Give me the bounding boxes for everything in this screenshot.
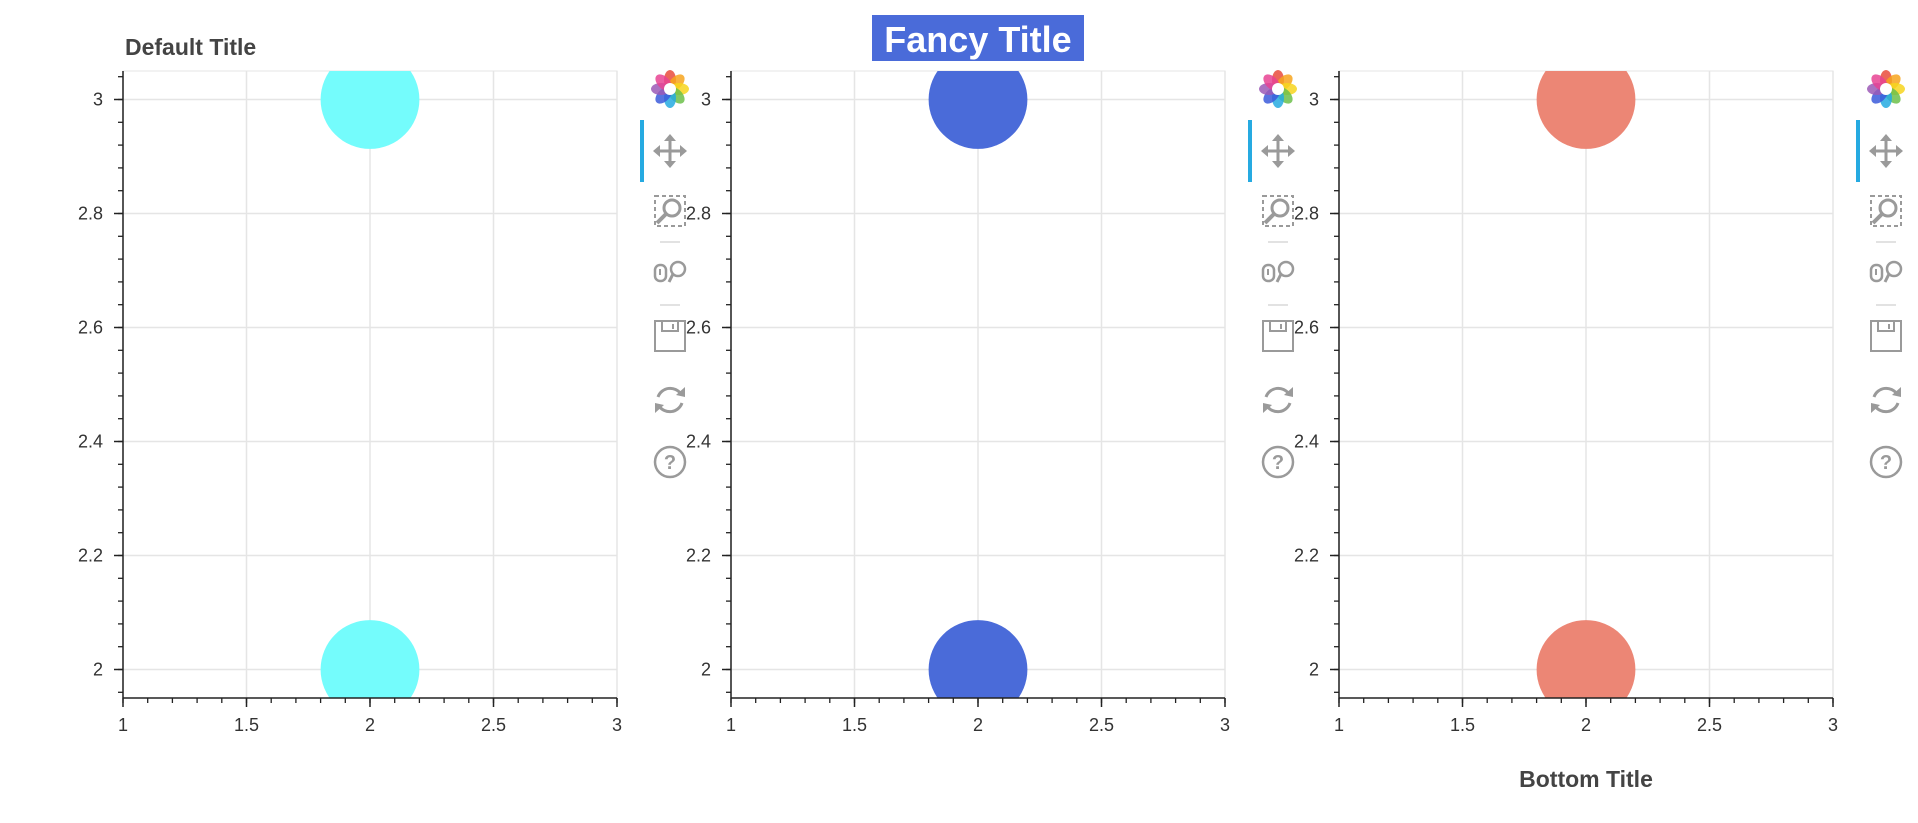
x-tick-label: 3 — [612, 715, 622, 735]
y-tick-label: 2 — [701, 660, 711, 680]
pan-icon[interactable] — [1869, 134, 1903, 168]
y-tick-label: 2.4 — [78, 432, 103, 452]
active-tool-indicator — [1248, 120, 1252, 182]
scatter-point — [928, 71, 1028, 149]
reset-icon[interactable] — [655, 386, 685, 414]
wheel-zoom-icon[interactable] — [1869, 260, 1903, 283]
x-tick-label: 1.5 — [1450, 715, 1475, 735]
y-tick-label: 2.6 — [686, 318, 711, 338]
scatter-point — [320, 620, 420, 698]
x-tick-label: 1 — [118, 715, 128, 735]
help-icon[interactable]: ? — [1261, 445, 1295, 479]
svg-text:?: ? — [1880, 452, 1892, 474]
chart-title: Default Title — [125, 34, 256, 60]
y-tick-label: 2.8 — [1294, 204, 1319, 224]
scatter-point — [1536, 71, 1636, 149]
y-tick-label: 2.4 — [1294, 432, 1319, 452]
scatter-point — [320, 71, 420, 149]
chart-title-background — [872, 15, 1084, 61]
x-tick-label: 1 — [1334, 715, 1344, 735]
y-tick-label: 2 — [93, 660, 103, 680]
chart-panel-3: 1 1.5 2 2.5 3 2 2.2 2.4 2.6 2.8 3 Bottom Title? — [1294, 70, 1905, 792]
x-tick-label: 3 — [1828, 715, 1838, 735]
reset-icon[interactable] — [1871, 386, 1901, 414]
y-tick-label: 2.2 — [686, 546, 711, 566]
pan-icon[interactable] — [1261, 134, 1295, 168]
chart-panel-2: 1 1.5 2 2.5 3 2 2.2 2.4 2.6 2.8 3 Fancy Title? — [686, 15, 1297, 735]
y-tick-label: 2.4 — [686, 432, 711, 452]
y-tick-label: 2.6 — [1294, 318, 1319, 338]
box-zoom-icon[interactable] — [1262, 195, 1294, 227]
x-tick-label: 1.5 — [842, 715, 867, 735]
help-icon[interactable]: ? — [1869, 445, 1903, 479]
scatter-point — [928, 620, 1028, 698]
x-tick-label: 2 — [973, 715, 983, 735]
y-tick-label: 2.2 — [78, 546, 103, 566]
y-tick-label: 2.6 — [78, 318, 103, 338]
y-tick-label: 2 — [1309, 660, 1319, 680]
x-tick-label: 2.5 — [1089, 715, 1114, 735]
bokeh-logo-icon[interactable] — [1259, 70, 1297, 108]
bokeh-logo-icon[interactable] — [651, 70, 689, 108]
y-tick-label: 3 — [1309, 90, 1319, 110]
chart-title: Fancy Title — [884, 19, 1071, 60]
save-icon[interactable] — [654, 320, 686, 352]
toolbar: ? — [640, 70, 689, 479]
x-tick-label: 2 — [1581, 715, 1591, 735]
help-icon[interactable]: ? — [653, 445, 687, 479]
chart-title: Bottom Title — [1519, 766, 1653, 792]
wheel-zoom-icon[interactable] — [653, 260, 687, 283]
box-zoom-icon[interactable] — [654, 195, 686, 227]
active-tool-indicator — [640, 120, 644, 182]
y-tick-label: 2.8 — [78, 204, 103, 224]
x-tick-label: 3 — [1220, 715, 1230, 735]
y-tick-label: 2.2 — [1294, 546, 1319, 566]
y-tick-label: 2.8 — [686, 204, 711, 224]
active-tool-indicator — [1856, 120, 1860, 182]
save-icon[interactable] — [1870, 320, 1902, 352]
chart-panel-1: 1 1.5 2 2.5 3 2 2.2 2.4 2.6 2.8 3 Default Title? — [78, 34, 689, 735]
box-zoom-icon[interactable] — [1870, 195, 1902, 227]
x-tick-label: 1.5 — [234, 715, 259, 735]
save-icon[interactable] — [1262, 320, 1294, 352]
toolbar: ? — [1248, 70, 1297, 479]
pan-icon[interactable] — [653, 134, 687, 168]
y-tick-label: 3 — [93, 90, 103, 110]
x-tick-label: 2.5 — [1697, 715, 1722, 735]
x-tick-label: 2.5 — [481, 715, 506, 735]
svg-text:?: ? — [1272, 452, 1284, 474]
toolbar: ? — [1856, 70, 1905, 479]
scatter-point — [1536, 620, 1636, 698]
x-tick-label: 1 — [726, 715, 736, 735]
reset-icon[interactable] — [1263, 386, 1293, 414]
x-tick-label: 2 — [365, 715, 375, 735]
bokeh-logo-icon[interactable] — [1867, 70, 1905, 108]
y-tick-label: 3 — [701, 90, 711, 110]
svg-text:?: ? — [664, 452, 676, 474]
wheel-zoom-icon[interactable] — [1261, 260, 1295, 283]
